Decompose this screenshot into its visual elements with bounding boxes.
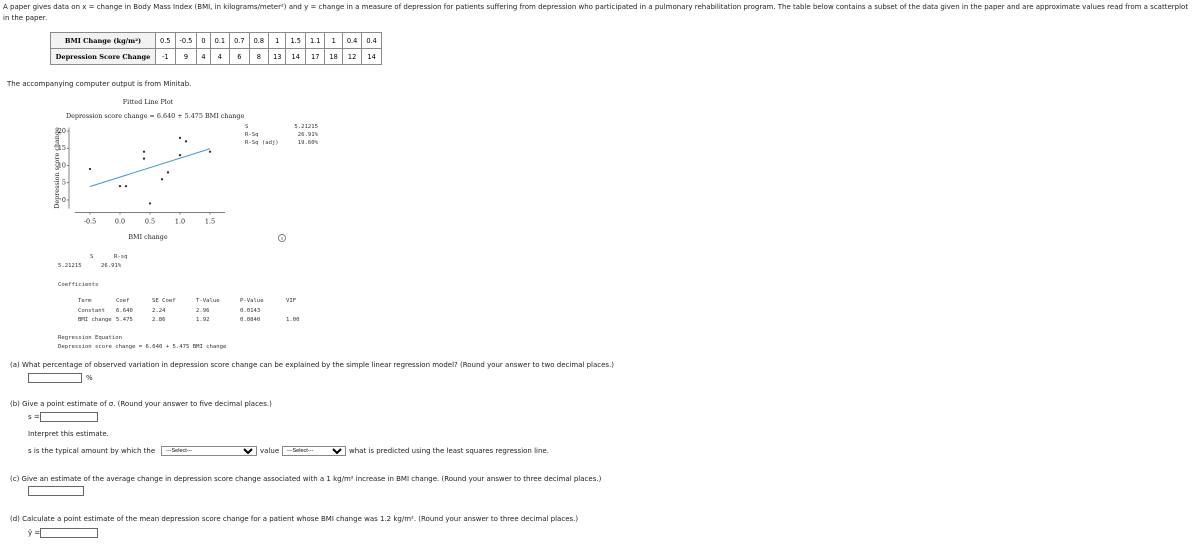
cell: 2.96 <box>196 308 210 314</box>
cell: 18 <box>324 48 343 65</box>
unit: % <box>86 374 93 382</box>
point <box>118 185 122 188</box>
output-note: The accompanying computer output is from… <box>7 80 192 88</box>
column-header: VIF <box>286 298 297 304</box>
cell: 1.00 <box>286 317 300 323</box>
cell: 0.4 <box>361 32 382 49</box>
row-label: Depression Score Change <box>50 48 156 65</box>
x-tick-label: 1.0 <box>175 218 185 226</box>
stat-value: 19.60% <box>298 140 319 146</box>
y-tick-label: 15 <box>58 144 66 152</box>
row-label: BMI Change (kg/m²) <box>50 32 156 49</box>
x-tick-label: 0.0 <box>115 218 125 226</box>
stat-value: 5.21215 <box>294 124 318 130</box>
equation-title: Regression Equation <box>58 335 122 341</box>
cell: 0.4 <box>341 32 363 49</box>
cell: 5.475 <box>116 317 133 323</box>
column-header: Coef <box>116 298 130 304</box>
x-tick-label: 0.5 <box>145 218 155 226</box>
intro: A paper gives data on x = change in Body… <box>3 3 1189 22</box>
fit-line <box>89 148 211 187</box>
answer-c[interactable] <box>28 486 84 496</box>
x-tick-label: 1.5 <box>205 218 215 226</box>
y-tick-label: 5 <box>62 179 66 187</box>
equation: Depression score change = 6.640 + 5.475 … <box>66 112 244 120</box>
cell: 2.24 <box>152 308 166 314</box>
column-header: T-Value <box>196 298 220 304</box>
fitted-line-plot: Fitted Line Plot Depression score change… <box>53 98 319 242</box>
y-tick-label: 0 <box>62 196 66 204</box>
cell: 12 <box>341 48 363 65</box>
column-header: SE Coef <box>152 298 176 304</box>
interpret: Interpret this estimate. <box>28 430 109 438</box>
point <box>178 136 182 139</box>
question-c: (c) Give an estimate of the average chan… <box>10 475 602 483</box>
data-table: BMI Change (kg/m²) 0.5 -0.5 0 0.1 0.7 0.8 1 1.5 1… <box>50 32 382 65</box>
prefix: ŷ = <box>28 529 41 537</box>
question-d: (d) Calculate a point estimate of the me… <box>10 515 579 523</box>
point <box>148 202 152 205</box>
stat-label: R-Sq (adj) <box>245 140 279 146</box>
select-1[interactable]: ---Select--- <box>161 446 257 456</box>
prefix: s = <box>28 413 40 421</box>
question-a: (a) What percentage of observed variatio… <box>10 361 615 369</box>
point <box>166 171 170 174</box>
cell: 14 <box>361 48 382 65</box>
question-b: (b) Give a point estimate of σ. (Round y… <box>10 400 272 408</box>
answer-d[interactable] <box>40 528 98 538</box>
cell: 0.0840 <box>240 317 261 323</box>
x-tick-label: -0.5 <box>84 218 96 226</box>
point <box>124 185 128 188</box>
y-tick-label: 20 <box>58 127 66 135</box>
point <box>208 150 212 153</box>
stat-label: S <box>245 124 248 130</box>
sentence-part: what is predicted using the least square… <box>349 447 549 455</box>
chart-title: Fitted Line Plot <box>123 98 174 106</box>
column-header: Term <box>78 298 92 304</box>
answer-a[interactable] <box>28 373 82 383</box>
info-icon[interactable] <box>278 234 286 242</box>
cell: 13 <box>268 48 287 65</box>
column-header: P-Value <box>240 298 264 304</box>
stat-label: R-Sq <box>245 132 258 138</box>
point <box>88 167 92 171</box>
y-axis-label: Depression score change <box>53 127 61 209</box>
point <box>142 157 146 160</box>
sentence-part: s is the typical amount by which the <box>28 447 156 455</box>
cell: 6.640 <box>116 308 133 314</box>
coefficients-title: Coefficients <box>58 282 99 288</box>
point <box>184 140 188 143</box>
summary-header: R-sq <box>114 254 128 260</box>
cell: BMI change <box>78 317 112 323</box>
point <box>142 150 146 153</box>
select-2[interactable]: ---Select--- <box>282 446 346 456</box>
cell: Constant <box>78 308 105 314</box>
cell: 0.0143 <box>240 308 261 314</box>
cell: 2.86 <box>152 317 166 323</box>
summary-value: 5.21215 <box>58 263 82 269</box>
cell: 1.92 <box>196 317 210 323</box>
table-row: BMI Change (kg/m²) 0.5 -0.5 0 0.1 0.7 0.8 1 1.5 1… <box>50 32 382 49</box>
summary-header: S <box>90 254 94 260</box>
table-row: Depression Score Change -1 9 4 4 6 8 13 14 17 18 12… <box>50 48 382 65</box>
summary-value: 26.91% <box>101 263 122 269</box>
sentence-part: value <box>260 447 280 455</box>
x-axis-label: BMI change <box>128 233 168 241</box>
point <box>160 178 164 181</box>
cell: 4 <box>196 48 211 65</box>
stat-value: 26.91% <box>298 132 319 138</box>
y-tick-label: 10 <box>58 161 66 169</box>
equation-text: Depression score change = 6.640 + 5.475 … <box>58 344 227 350</box>
point <box>178 154 182 157</box>
answer-b[interactable] <box>40 412 98 422</box>
